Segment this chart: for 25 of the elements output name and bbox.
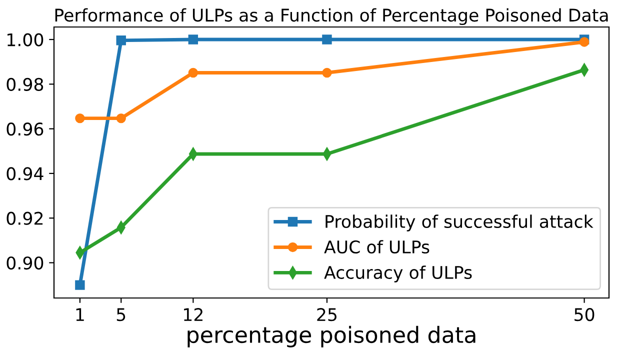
x-axis-title: percentage poisoned data bbox=[188, 326, 476, 348]
x-tick-label: 50 bbox=[574, 308, 594, 322]
y-tick-label: 0.92 bbox=[6, 212, 43, 225]
chart-title: Performance of ULPs as a Function of Percentage Poisoned Data bbox=[55, 8, 608, 26]
point bbox=[322, 68, 332, 78]
point bbox=[75, 113, 85, 124]
y-tick-label: 0.90 bbox=[6, 256, 44, 270]
legend-label: Probability of successful attack bbox=[326, 214, 594, 232]
point bbox=[322, 34, 332, 44]
x-tick-label: 1 bbox=[76, 308, 84, 321]
point bbox=[75, 280, 85, 290]
point bbox=[188, 34, 198, 44]
point bbox=[116, 113, 126, 124]
legend-label: AUC of ULPs bbox=[324, 240, 430, 254]
point bbox=[116, 36, 126, 46]
y-tick-label: 1.00 bbox=[8, 33, 44, 46]
y-tick-label: 0.96 bbox=[6, 122, 44, 136]
point bbox=[188, 68, 198, 78]
y-tick-label: 0.94 bbox=[6, 167, 44, 180]
x-tick-label: 12 bbox=[184, 308, 202, 321]
x-tick-label: 25 bbox=[317, 308, 336, 322]
y-tick-label: 0.98 bbox=[6, 78, 44, 91]
x-tick-label: 5 bbox=[116, 308, 126, 322]
legend-label: Accuracy of ULPs bbox=[324, 266, 472, 282]
point bbox=[579, 37, 590, 47]
